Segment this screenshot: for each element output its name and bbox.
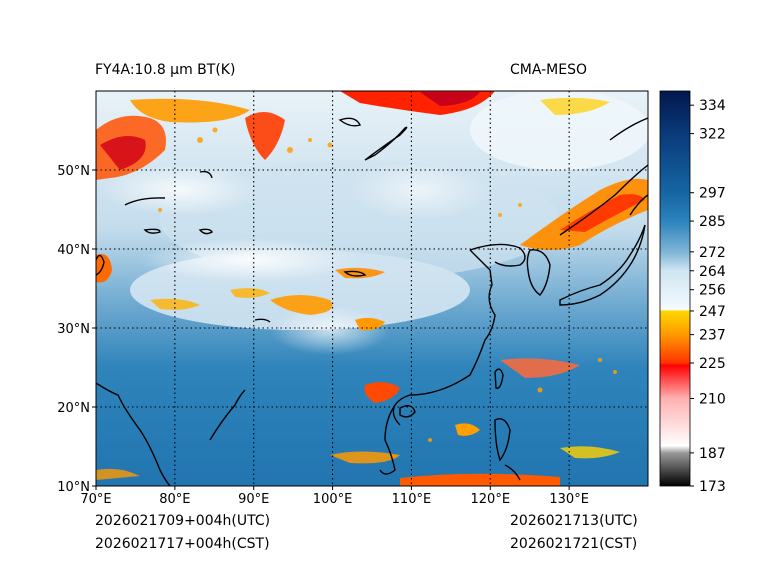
colorbar-tick-label: 247 [699,304,726,320]
init-time-utc: 2026021709+004h(UTC) [95,513,271,529]
colorbar-tick-label: 272 [699,245,726,261]
longitude-axis: 70°E 80°E 90°E 100°E 110°E 120°E 130°E [80,486,589,507]
colorbar-tick-label: 285 [699,214,726,230]
lon-tick-label: 80°E [159,492,190,507]
map-title: FY4A:10.8 µm BT(K) [95,62,236,78]
lat-tick-label: 50°N [57,164,90,179]
valid-time-cst: 2026021721(CST) [510,536,638,552]
lon-tick-label: 90°E [238,492,269,507]
lon-tick-label: 70°E [80,492,111,507]
brightness-temperature-field [96,91,648,486]
colorbar-axis: 173 187 210 225 237 247 256 264 272 285 297 322 334 [690,98,726,495]
colorbar-tick-label: 225 [699,356,726,372]
valid-time-utc: 2026021713(UTC) [510,513,638,529]
lat-tick-label: 20°N [57,401,90,416]
coastlines [96,117,648,486]
lat-tick-label: 40°N [57,243,90,258]
lat-tick-label: 10°N [57,480,90,495]
graticule [96,91,648,486]
latitude-axis: 10°N 20°N 30°N 40°N 50°N [57,164,96,495]
colorbar-tick-label: 297 [699,186,726,202]
colorbar [659,90,691,487]
lat-tick-label: 30°N [57,322,90,337]
model-title: CMA-MESO [510,62,588,78]
colorbar-tick-label: 173 [699,479,726,495]
colorbar-tick-label: 210 [699,391,726,407]
map-frame [95,90,649,487]
colorbar-tick-label: 264 [699,264,726,280]
lon-tick-label: 110°E [392,492,432,507]
colorbar-tick-label: 256 [699,283,726,299]
colorbar-tick-label: 322 [699,127,726,143]
colorbar-tick-label: 334 [699,98,726,114]
init-time-cst: 2026021717+004h(CST) [95,536,270,552]
colorbar-tick-label: 237 [699,328,726,344]
colorbar-tick-label: 187 [699,446,726,462]
lon-tick-label: 100°E [313,492,353,507]
lon-tick-label: 120°E [471,492,511,507]
lon-tick-label: 130°E [549,492,589,507]
